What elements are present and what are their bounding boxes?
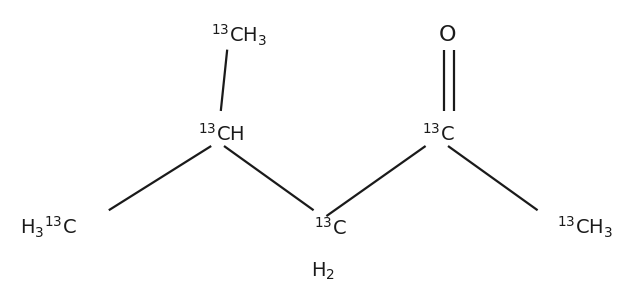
Text: $^{13}$C: $^{13}$C: [314, 217, 346, 239]
Text: $^{13}$CH: $^{13}$CH: [198, 124, 244, 145]
Text: $^{13}$CH$_3$: $^{13}$CH$_3$: [211, 22, 268, 48]
Text: $^{13}$C: $^{13}$C: [422, 124, 455, 145]
Text: H$_3$$^{13}$C: H$_3$$^{13}$C: [20, 215, 76, 240]
Text: O: O: [439, 25, 457, 45]
Text: H$_2$: H$_2$: [311, 261, 335, 282]
Text: $^{13}$CH$_3$: $^{13}$CH$_3$: [557, 215, 613, 240]
